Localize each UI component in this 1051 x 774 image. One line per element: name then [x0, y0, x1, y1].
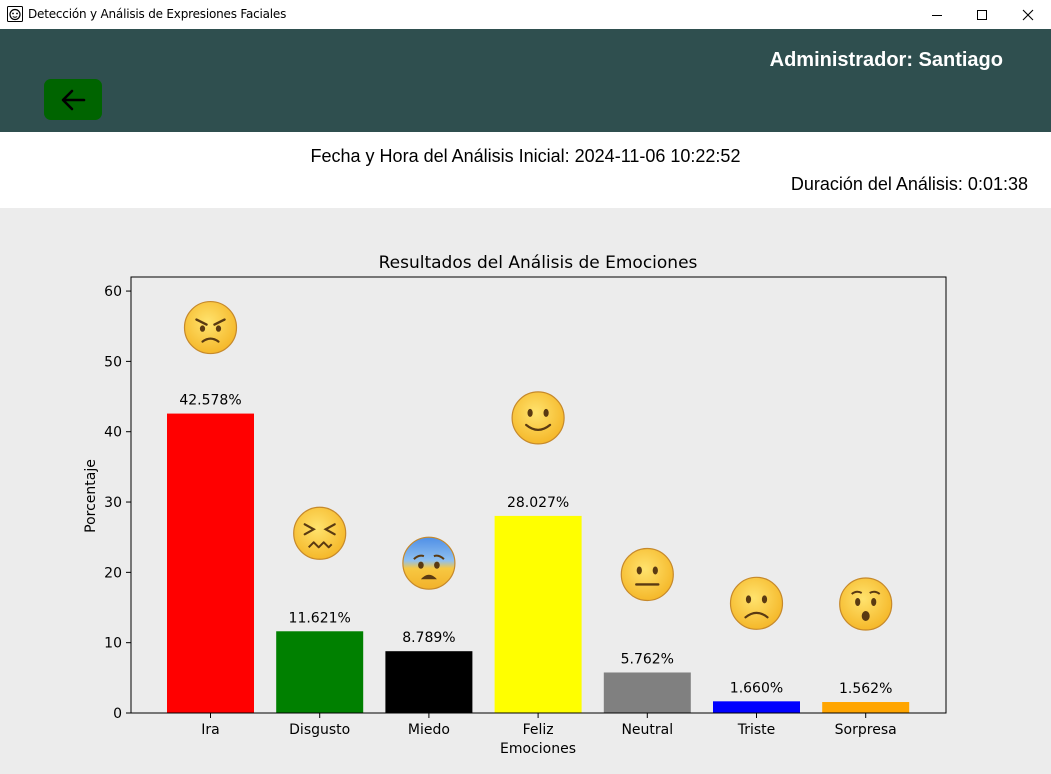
y-axis-label: Porcentaje	[83, 459, 99, 533]
bar-disgusto	[276, 631, 364, 713]
confounded-face-icon	[293, 506, 347, 560]
analysis-info-panel: Fecha y Hora del Análisis Inicial: 2024-…	[0, 132, 1051, 208]
close-button[interactable]	[1005, 0, 1051, 29]
bar-miedo	[385, 651, 473, 713]
bar-value-label: 11.621%	[289, 610, 351, 626]
minimize-button[interactable]	[914, 0, 960, 29]
plot-frame	[130, 276, 947, 714]
x-tick-label: Neutral	[621, 722, 673, 738]
arrow-left-icon	[61, 89, 86, 110]
minimize-icon	[932, 14, 942, 16]
maximize-button[interactable]	[959, 0, 1005, 29]
emotion-chart: Resultados del Análisis de Emociones Emo…	[0, 208, 1051, 774]
bar-value-label: 1.562%	[839, 681, 892, 697]
hushed-face-icon	[839, 577, 893, 631]
angry-face-icon	[183, 300, 238, 355]
maximize-icon	[977, 9, 987, 20]
x-tick-label: Miedo	[408, 722, 450, 738]
x-tick-label: Feliz	[523, 722, 554, 738]
y-tick-label: 10	[104, 636, 122, 652]
face-scan-icon	[7, 6, 23, 22]
bar-feliz	[494, 515, 582, 713]
bar-sorpresa	[822, 702, 910, 713]
bar-value-label: 1.660%	[730, 680, 783, 696]
analysis-duration-label: Duración del Análisis: 0:01:38	[790, 174, 1028, 194]
bar-value-label: 28.027%	[507, 495, 569, 511]
window-titlebar: Detección y Análisis de Expresiones Faci…	[0, 0, 1051, 29]
app-header: Administrador: Santiago	[0, 29, 1051, 132]
y-tick-label: 50	[104, 354, 122, 370]
frowning-face-icon	[729, 576, 784, 630]
close-icon	[1022, 9, 1034, 20]
window-title: Detección y Análisis de Expresiones Faci…	[28, 7, 287, 21]
bar-value-label: 5.762%	[621, 651, 674, 667]
y-tick-label: 0	[113, 706, 122, 722]
x-tick-label: Disgusto	[289, 722, 350, 738]
y-tick-label: 40	[104, 425, 122, 441]
analysis-datetime-label: Fecha y Hora del Análisis Inicial: 2024-…	[310, 146, 741, 166]
bar-triste	[713, 701, 800, 713]
admin-label: Administrador: Santiago	[769, 49, 1003, 71]
bar-value-label: 42.578%	[179, 393, 241, 409]
y-tick-label: 60	[104, 284, 122, 300]
chart-title: Resultados del Análisis de Emociones	[379, 253, 698, 273]
bar-value-label: 8.789%	[402, 630, 455, 646]
y-tick-label: 20	[104, 565, 122, 581]
x-axis-label: Emociones	[500, 741, 576, 757]
x-tick-label: Sorpresa	[835, 722, 897, 738]
y-tick-label: 30	[104, 495, 122, 511]
smiling-face-icon	[511, 391, 565, 445]
back-button[interactable]	[44, 79, 102, 120]
neutral-face-icon	[620, 547, 674, 602]
x-tick-label: Ira	[201, 722, 219, 738]
fearful-face-icon	[402, 536, 456, 590]
bar-neutral	[603, 672, 691, 713]
emotion-bar-chart: Resultados del Análisis de Emociones Emo…	[83, 253, 947, 757]
x-tick-label: Triste	[737, 722, 776, 738]
bar-ira	[167, 413, 254, 713]
